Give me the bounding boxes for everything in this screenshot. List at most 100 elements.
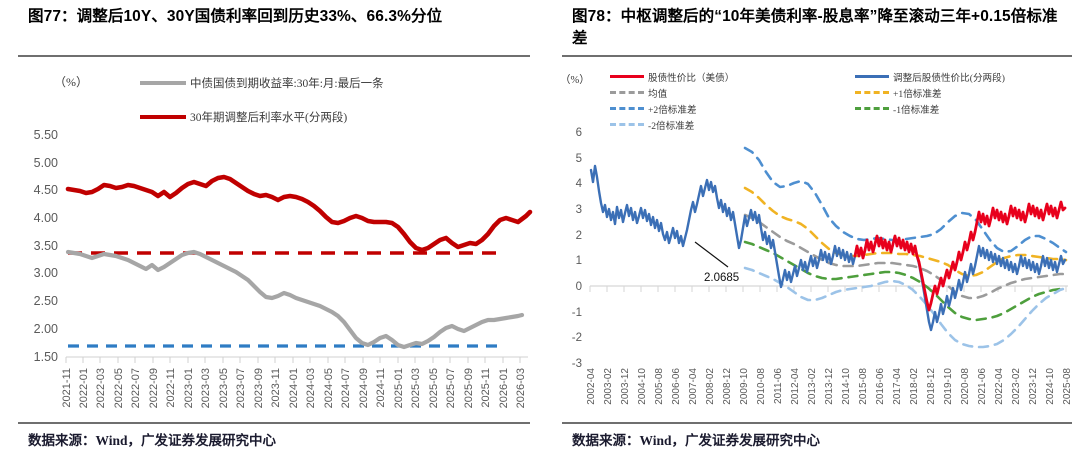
right-source-text: 数据来源：Wind，广发证券发展研究中心	[572, 433, 821, 448]
xtick: 2025-07	[445, 368, 457, 408]
legend-swatch-yellow-dashed	[855, 91, 889, 95]
xtick: 2026-01	[498, 368, 510, 408]
xtick: 2007-04	[688, 368, 699, 405]
left-y-axis: 5.50 5.00 4.50 4.00 3.50 3.00 2.50 2.00 …	[34, 128, 58, 364]
legend-item-blue-ratio: 调整后股债性价比(分两段)	[855, 68, 1005, 86]
figure-panel-right: 图78：中枢调整后的“10年美债利率-股息率”降至滚动三年+0.15倍标准差 （…	[540, 0, 1080, 457]
left-figure-title: 图77：调整后10Y、30Y国债利率回到历史33%、66.3%分位	[28, 8, 443, 25]
xtick: 2009-10	[739, 368, 750, 405]
legend-label-mean: 均值	[648, 88, 668, 100]
svg-text:-2: -2	[572, 332, 582, 344]
svg-text:2.00: 2.00	[34, 322, 58, 336]
xtick: 2005-08	[654, 368, 665, 405]
svg-text:3.00: 3.00	[34, 266, 58, 280]
xtick: 2022-01	[78, 368, 90, 408]
legend-swatch-red	[140, 114, 186, 119]
xtick: 2024-05	[323, 368, 335, 408]
legend-item-gray-yield: 中债国债到期收益率:30年:月:最后一条	[140, 74, 384, 92]
svg-text:5.50: 5.50	[34, 128, 58, 142]
legend-label-plus2sd: +2倍标准差	[648, 104, 697, 116]
xtick: 2026-03	[515, 368, 527, 408]
svg-text:-1: -1	[572, 307, 582, 319]
legend-swatch-green-dashed	[855, 107, 889, 111]
xtick: 2023-12	[1028, 368, 1039, 405]
xtick: 2013-02	[807, 368, 818, 405]
xtick: 2018-02	[909, 368, 920, 405]
xtick: 2025-09	[463, 368, 475, 408]
left-source-rule	[18, 422, 530, 424]
legend-item-plus1sd: +1倍标准差	[855, 84, 942, 102]
xtick: 2022-11	[165, 368, 177, 408]
xtick: 2023-01	[183, 368, 195, 408]
legend-swatch-blue-dashed	[610, 107, 644, 111]
xtick: 2022-07	[130, 368, 142, 408]
legend-label-red: 30年期调整后利率水平(分两段)	[190, 111, 348, 124]
xtick: 2025-08	[1062, 368, 1073, 405]
right-x-axis-labels: 2002-04 2003-02 2003-12 2004-10 2005-08 …	[586, 368, 1073, 405]
xtick: 2011-06	[773, 368, 784, 404]
xtick: 2022-03	[95, 368, 107, 408]
xtick: 2025-01	[393, 368, 405, 408]
xtick: 2024-11	[375, 368, 387, 408]
svg-text:4.50: 4.50	[34, 183, 58, 197]
right-unit-label: （%）	[560, 75, 590, 86]
svg-text:6: 6	[576, 127, 582, 139]
right-title-rule	[562, 55, 1072, 57]
right-plus1sd-series	[743, 186, 1068, 278]
legend-swatch-red-solid	[610, 75, 644, 79]
svg-text:0: 0	[576, 281, 582, 293]
right-blue-series	[589, 164, 1067, 332]
figure-panel-left: 图77：调整后10Y、30Y国债利率回到历史33%、66.3%分位 （%） 中债…	[18, 8, 533, 448]
xtick: 2022-09	[148, 368, 160, 408]
xtick: 2003-12	[620, 368, 631, 405]
right-minus2sd-series	[743, 266, 1068, 349]
right-annotation-label: 2.0685	[704, 272, 739, 284]
xtick: 2018-12	[926, 368, 937, 405]
xtick: 2025-03	[410, 368, 422, 408]
xtick: 2023-09	[253, 368, 265, 408]
xtick: 2014-10	[841, 368, 852, 405]
right-source-rule	[562, 422, 1072, 424]
xtick: 2022-05	[113, 368, 125, 408]
xtick: 2016-06	[875, 368, 886, 405]
right-figure-title: 图78：中枢调整后的“10年美债利率-股息率”降至滚动三年+0.15倍标准差	[572, 8, 1058, 47]
xtick: 2002-04	[586, 368, 597, 405]
legend-item-minus2sd: -2倍标准差	[610, 116, 694, 134]
svg-text:1: 1	[576, 255, 582, 267]
svg-text:3.50: 3.50	[34, 239, 58, 253]
left-chart-svg: 5.50 5.00 4.50 4.00 3.50 3.00 2.50 2.00 …	[34, 128, 533, 408]
legend-item-mean: 均值	[610, 84, 667, 102]
xtick: 2024-07	[340, 368, 352, 408]
left-x-axis-labels: 2021-11 2022-01 2022-03 2022-05 2022-07 …	[61, 368, 527, 408]
xtick: 2023-05	[218, 368, 230, 408]
right-y-axis: 6 5 4 3 2 1 0 -1 -2 -3	[572, 127, 583, 370]
right-chart-svg: 6 5 4 3 2 1 0 -1 -2 -3	[572, 127, 1073, 405]
xtick: 2024-10	[1045, 368, 1056, 405]
xtick: 2024-03	[305, 368, 317, 408]
svg-text:5: 5	[576, 153, 582, 165]
svg-text:2.50: 2.50	[34, 294, 58, 308]
xtick: 2019-10	[943, 368, 954, 405]
xtick: 2008-12	[722, 368, 733, 405]
legend-swatch-lightblue-dashed	[610, 123, 644, 127]
xtick: 2012-04	[790, 368, 801, 405]
xtick: 2023-07	[235, 368, 247, 408]
svg-text:3: 3	[576, 204, 582, 216]
xtick: 2008-02	[705, 368, 716, 405]
xtick: 2025-05	[428, 368, 440, 408]
legend-label-plus1sd: +1倍标准差	[893, 88, 942, 100]
right-plus2sd-series	[743, 146, 1068, 254]
legend-label-gray: 中债国债到期收益率:30年:月:最后一条	[190, 77, 384, 90]
xtick: 2021-06	[977, 368, 988, 405]
left-title-rule	[18, 55, 530, 57]
svg-text:-3: -3	[572, 358, 582, 370]
svg-text:4.00: 4.00	[34, 211, 58, 225]
xtick: 2006-06	[671, 368, 682, 405]
xtick: 2003-02	[603, 368, 614, 405]
right-chart: （%） 股债性价比（美债） 调整后股债性价比(分两段) 均值 +1倍标准差 +2…	[540, 60, 1080, 420]
xtick: 2021-11	[61, 368, 73, 408]
svg-text:1.50: 1.50	[34, 350, 58, 364]
right-red-series	[853, 200, 1067, 312]
xtick: 2013-12	[824, 368, 835, 405]
